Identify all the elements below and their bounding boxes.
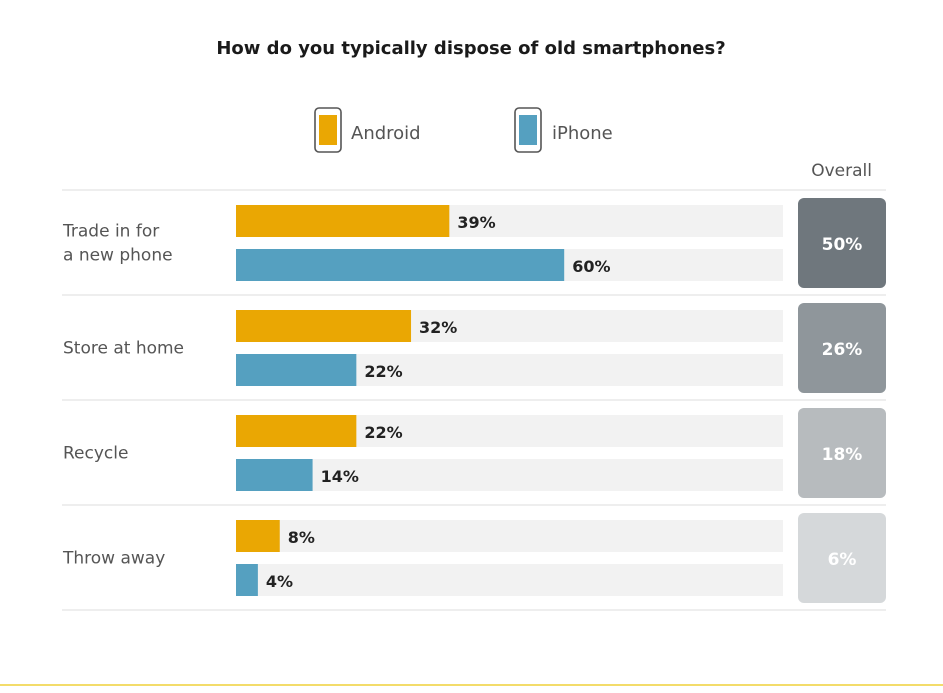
category-label-line: Store at home (63, 339, 184, 359)
value-label-android-recycle: 22% (364, 423, 402, 442)
category-label-store-at-home: Store at home (63, 339, 184, 359)
overall-value-recycle: 18% (822, 445, 863, 465)
value-label-iphone-recycle: 14% (321, 467, 359, 486)
value-label-android-trade-in-for-a-new-phone: 39% (457, 213, 495, 232)
iphone-phone-icon (514, 107, 542, 153)
bar-iphone-trade-in-for-a-new-phone (236, 249, 565, 281)
chart-title: How do you typically dispose of old smar… (216, 38, 725, 59)
bar-iphone-store-at-home (236, 354, 357, 386)
overall-box-throw-away (798, 513, 886, 603)
overall-value-throw-away: 6% (828, 550, 857, 570)
bottom-rule (0, 684, 943, 686)
category-label-line: Trade in for (62, 222, 159, 242)
bar-iphone-recycle (236, 459, 313, 491)
legend: Android iPhone (314, 107, 613, 153)
bar-android-store-at-home (236, 310, 412, 342)
value-label-android-throw-away: 8% (288, 528, 315, 547)
value-label-iphone-throw-away: 4% (266, 572, 293, 591)
value-label-iphone-store-at-home: 22% (364, 362, 402, 381)
bar-track-iphone (236, 564, 783, 596)
value-label-iphone-trade-in-for-a-new-phone: 60% (572, 257, 610, 276)
legend-iphone-label: iPhone (552, 123, 613, 144)
bar-android-trade-in-for-a-new-phone (236, 205, 450, 237)
chart-rows: Trade in for a new phone 39% 60% 50% Store at… (62, 189, 886, 611)
category-label-line: Recycle (63, 444, 128, 464)
category-label-line: a new phone (63, 246, 173, 266)
overall-value-store-at-home: 26% (822, 340, 863, 360)
overall-box-trade-in-for-a-new-phone (798, 198, 886, 288)
category-label-throw-away: Throw away (62, 549, 165, 569)
android-swatch (319, 115, 337, 145)
bar-track-iphone (236, 459, 783, 491)
category-label-trade-in-for-a-new-phone: Trade in for a new phone (62, 222, 173, 266)
bar-track-android (236, 520, 783, 552)
android-phone-icon (314, 107, 342, 153)
bar-android-throw-away (236, 520, 280, 552)
overall-value-trade-in-for-a-new-phone: 50% (822, 235, 863, 255)
category-label-recycle: Recycle (63, 444, 128, 464)
legend-item-android: Android (314, 107, 421, 153)
bar-iphone-throw-away (236, 564, 258, 596)
value-label-android-store-at-home: 32% (419, 318, 457, 337)
overall-box-recycle (798, 408, 886, 498)
overall-header: Overall (811, 161, 872, 181)
legend-android-label: Android (351, 123, 421, 144)
bar-android-recycle (236, 415, 357, 447)
iphone-swatch (519, 115, 537, 145)
overall-box-store-at-home (798, 303, 886, 393)
category-label-line: Throw away (62, 549, 165, 569)
legend-item-iphone: iPhone (514, 107, 613, 153)
